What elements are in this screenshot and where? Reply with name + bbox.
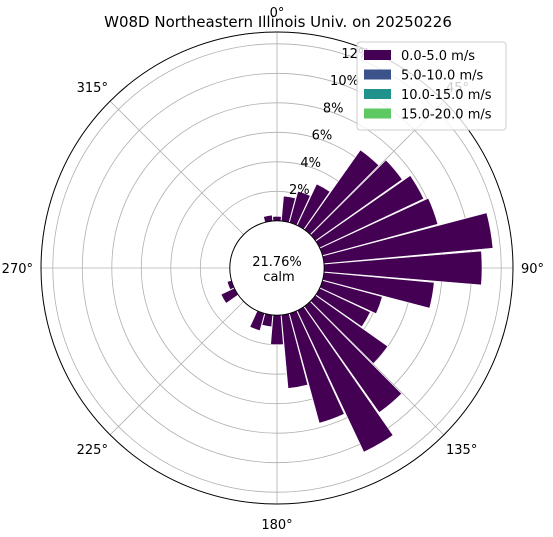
legend: 0.0-5.0 m/s 5.0-10.0 m/s 10.0-15.0 m/s 15.0… (356, 41, 507, 131)
radial-tick-label-1: 4% (300, 156, 321, 171)
legend-swatch-0 (364, 50, 391, 60)
legend-label-0: 0.0-5.0 m/s (401, 49, 475, 64)
radial-tick-label-2: 6% (312, 129, 333, 144)
legend-swatch-3 (364, 108, 391, 119)
calm-circle (229, 220, 325, 316)
radial-tick-label-0: 2% (289, 183, 310, 198)
direction-label-4: 180° (261, 518, 292, 533)
direction-label-2: 90° (521, 262, 544, 277)
legend-label-1: 5.0-10.0 m/s (401, 69, 483, 84)
labels: 21.76%calm2%4%6%8%10%12%0°45°90°135°180°… (2, 6, 544, 533)
outer-frame (40, 31, 514, 505)
calm-label: calm (263, 270, 294, 285)
calm-value: 21.76% (252, 255, 302, 270)
direction-label-7: 315° (77, 81, 108, 96)
direction-label-3: 135° (446, 443, 477, 458)
direction-label-0: 0° (270, 6, 285, 21)
legend-label-3: 15.0-20.0 m/s (401, 108, 492, 123)
angular-gridline-5 (109, 301, 244, 436)
direction-label-5: 225° (77, 443, 108, 458)
chart-title: W08D Northeastern Illinois Univ. on 2025… (104, 13, 452, 31)
legend-swatch-1 (364, 69, 391, 80)
direction-label-6: 270° (2, 262, 33, 277)
legend-label-2: 10.0-15.0 m/s (401, 88, 492, 103)
legend-swatch-2 (364, 89, 391, 99)
angular-gridline-7 (109, 100, 244, 235)
radial-tick-label-4: 10% (330, 74, 359, 89)
bar-0-dir-0 (272, 216, 282, 222)
radial-tick-label-3: 8% (323, 101, 344, 116)
bars (220, 149, 494, 453)
bar-0-dir-200 (249, 310, 265, 331)
legend-frame (356, 41, 507, 131)
angular-gridline-3 (310, 301, 445, 436)
